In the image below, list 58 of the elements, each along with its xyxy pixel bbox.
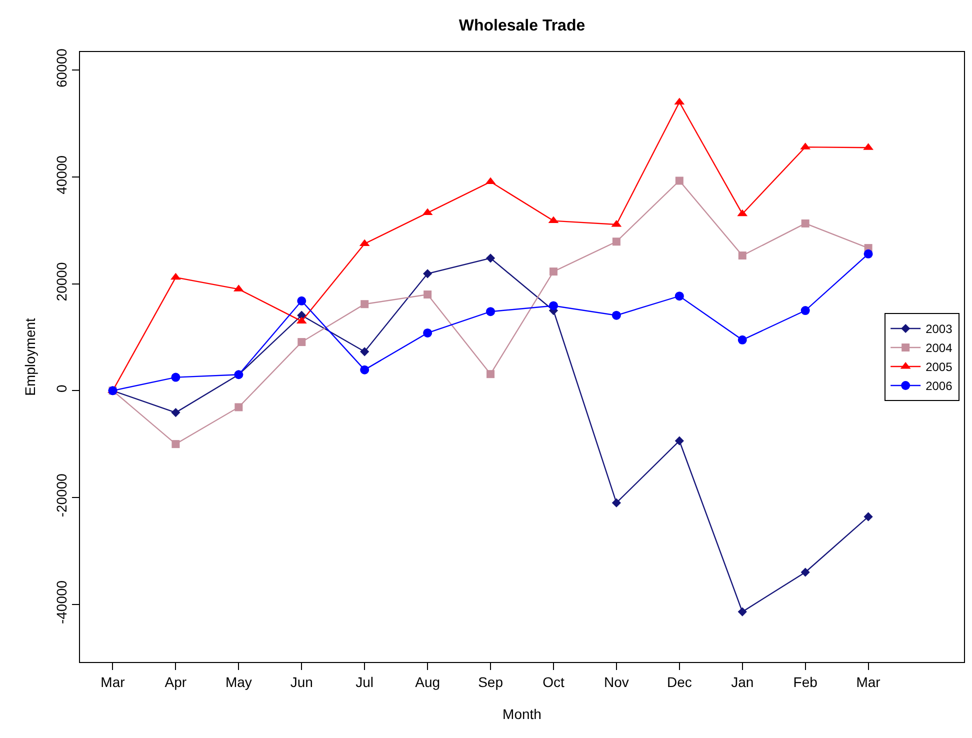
x-tick-label: Mar — [100, 674, 126, 690]
point — [298, 338, 306, 346]
point — [738, 335, 747, 344]
x-tick-label: Apr — [164, 674, 187, 690]
point — [612, 310, 621, 320]
point — [424, 290, 432, 298]
x-tick-label: Dec — [666, 674, 692, 690]
point — [297, 296, 306, 306]
legend-label: 2004 — [926, 341, 953, 356]
point — [674, 292, 684, 301]
point — [171, 408, 180, 418]
point — [360, 347, 370, 356]
y-tick-label: 0 — [53, 384, 70, 392]
x-tick-label: Jul — [356, 674, 374, 690]
point — [423, 269, 432, 278]
point — [486, 254, 496, 263]
point — [800, 306, 810, 316]
point — [738, 252, 746, 260]
x-tick-label: Mar — [856, 674, 881, 690]
legend-label: 2005 — [926, 360, 953, 374]
y-axis-title: Employment — [22, 318, 38, 396]
point — [800, 568, 810, 577]
x-tick-label: May — [225, 674, 252, 690]
point — [486, 307, 496, 316]
point — [172, 440, 180, 448]
x-tick-label: Aug — [415, 674, 440, 690]
point — [612, 498, 621, 508]
point — [423, 328, 432, 338]
point — [360, 365, 370, 374]
x-tick-label: Jun — [290, 674, 313, 690]
chart-title: Wholesale Trade — [458, 17, 586, 34]
x-tick-label: Nov — [604, 674, 629, 690]
point — [864, 249, 873, 258]
y-tick-label: 20000 — [53, 262, 70, 302]
point — [738, 607, 747, 616]
point — [548, 301, 558, 310]
point — [675, 176, 684, 185]
point — [360, 300, 369, 308]
y-tick-label: 60000 — [53, 48, 70, 88]
x-tick-label: Oct — [542, 674, 564, 690]
point — [170, 272, 181, 280]
point — [549, 268, 558, 276]
x-tick-label: Sep — [478, 674, 504, 690]
x-tick-label: Jan — [731, 674, 754, 690]
x-axis-title: Month — [502, 706, 542, 722]
point — [801, 219, 810, 228]
point — [864, 512, 873, 522]
point — [234, 403, 243, 412]
y-tick-label: -20000 — [53, 473, 70, 518]
point — [486, 370, 495, 378]
point — [171, 372, 180, 382]
legend-label: 2006 — [926, 379, 953, 394]
x-tick-label: Feb — [793, 674, 818, 690]
y-tick-label: 40000 — [53, 155, 70, 194]
point — [612, 238, 620, 246]
legend-label: 2003 — [926, 322, 953, 336]
point — [674, 436, 684, 446]
y-tick-label: -40000 — [53, 580, 70, 624]
